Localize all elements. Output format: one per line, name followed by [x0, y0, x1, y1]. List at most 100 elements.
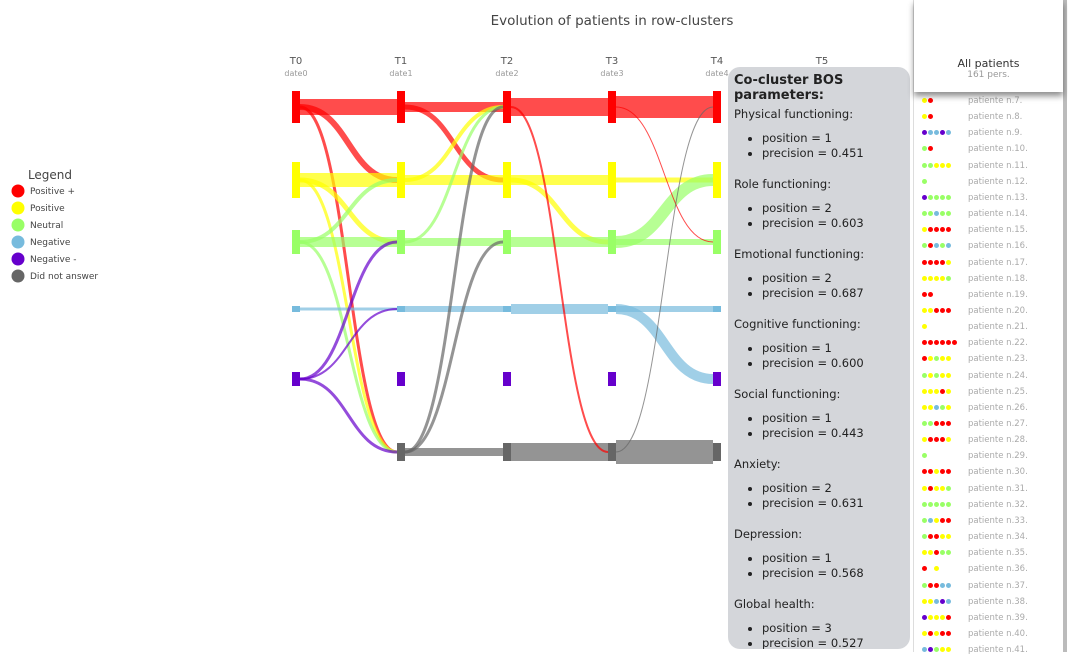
state-dot: [928, 356, 933, 362]
node: [503, 230, 511, 254]
flow: [299, 105, 398, 454]
tooltip: Co-cluster BOS parameters: Physical func…: [728, 67, 910, 649]
param-name: Cognitive functioning:: [734, 317, 861, 331]
patient-row: patiente n.10.: [914, 141, 1063, 157]
param-item: precision = 0.568: [762, 566, 904, 581]
state-dot: [934, 421, 939, 426]
patient-name: patiente n.28.: [968, 435, 1028, 446]
column-date: date0: [284, 69, 307, 78]
legend-swatch: [11, 218, 25, 232]
legend-swatch: [11, 184, 25, 198]
state-dot: [928, 307, 933, 313]
flows: [299, 95, 714, 465]
state-dot: [928, 275, 933, 281]
column-date: date2: [495, 69, 518, 78]
patient-row: patiente n.25.: [914, 384, 1063, 400]
state-dot: [922, 114, 927, 120]
patient-name: patiente n.19.: [968, 289, 1028, 300]
patient-name: patiente n.41.: [968, 645, 1028, 656]
patient-row: patiente n.37.: [914, 578, 1063, 594]
patient-row: patiente n.34.: [914, 529, 1063, 545]
patient-panel: All patients 161 pers. patiente n.7. pati…: [913, 0, 1067, 656]
patient-row: patiente n.38.: [914, 594, 1063, 610]
patient-row: patiente n.31.: [914, 481, 1063, 497]
state-dot: [928, 194, 933, 200]
patient-row: patiente n.36.: [914, 561, 1063, 577]
state-dot: [928, 372, 933, 378]
state-dot: [946, 307, 951, 313]
param-list: position = 1precision = 0.600: [734, 341, 904, 371]
legend-swatch: [11, 252, 25, 266]
state-dot: [946, 630, 951, 636]
state-dot: [922, 324, 927, 330]
patient-name: patiente n.30.: [968, 467, 1028, 478]
state-dot: [922, 130, 927, 136]
patient-row: patiente n.32.: [914, 497, 1063, 513]
state-dot: [928, 340, 933, 346]
node: [292, 91, 300, 123]
patient-row: patiente n.13.: [914, 190, 1063, 206]
state-dot: [922, 388, 927, 394]
state-dot: [928, 614, 933, 620]
state-dot: [940, 194, 945, 200]
patient-row: patiente n.21.: [914, 319, 1063, 335]
node: [713, 230, 721, 254]
state-dot: [922, 194, 927, 200]
patient-row: patiente n.27.: [914, 416, 1063, 432]
state-dot: [922, 162, 927, 168]
node: [608, 443, 616, 461]
chart-title: Evolution of patients in row-clusters: [491, 13, 734, 29]
state-dot: [934, 485, 939, 491]
patient-row: patiente n.18.: [914, 271, 1063, 287]
patient-name: patiente n.39.: [968, 612, 1028, 623]
state-dot: [940, 550, 945, 556]
state-dot: [946, 501, 951, 507]
state-dot: [928, 259, 933, 265]
param-name: Emotional functioning:: [734, 247, 865, 261]
state-dot: [934, 356, 939, 362]
state-dot: [940, 340, 945, 346]
flow: [510, 106, 609, 453]
param-item: precision = 0.600: [762, 356, 904, 371]
patient-row: patiente n.19.: [914, 287, 1063, 303]
flow: [404, 105, 504, 454]
flow: [615, 106, 714, 453]
param-item: precision = 0.687: [762, 286, 904, 301]
state-dot: [946, 356, 951, 362]
patient-row: patiente n.17.: [914, 255, 1063, 271]
param-item: position = 1: [762, 551, 904, 566]
patient-name: patiente n.27.: [968, 419, 1028, 429]
patient-name: patiente n.36.: [968, 564, 1028, 575]
node: [503, 306, 511, 312]
patient-name: patiente n.33.: [968, 515, 1028, 526]
legend-swatch: [11, 269, 25, 283]
state-dot: [928, 227, 933, 233]
panel-header: All patients 161 pers.: [914, 0, 1063, 92]
state-dot: [928, 647, 933, 653]
state-dot: [934, 130, 939, 136]
node: [292, 162, 300, 198]
state-dot: [928, 598, 933, 604]
state-dot: [946, 243, 951, 249]
patient-row: patiente n.28.: [914, 432, 1063, 448]
state-dot: [922, 614, 927, 620]
node: [713, 91, 721, 123]
state-dot: [934, 162, 939, 168]
node: [292, 372, 300, 386]
state-dot: [940, 275, 945, 281]
param-item: position = 1: [762, 411, 904, 426]
state-dot: [928, 550, 933, 556]
state-dot: [928, 243, 933, 249]
state-dot: [934, 388, 939, 394]
param-list: position = 2precision = 0.603: [734, 201, 904, 231]
state-dot: [934, 647, 939, 653]
state-dot: [922, 307, 927, 313]
node: [713, 306, 721, 312]
state-dot: [946, 388, 951, 394]
state-dot: [922, 453, 927, 459]
state-dot: [946, 162, 951, 168]
param-name: Depression:: [734, 527, 803, 541]
node: [608, 230, 616, 254]
state-dot: [922, 630, 927, 636]
state-dot: [946, 421, 951, 426]
